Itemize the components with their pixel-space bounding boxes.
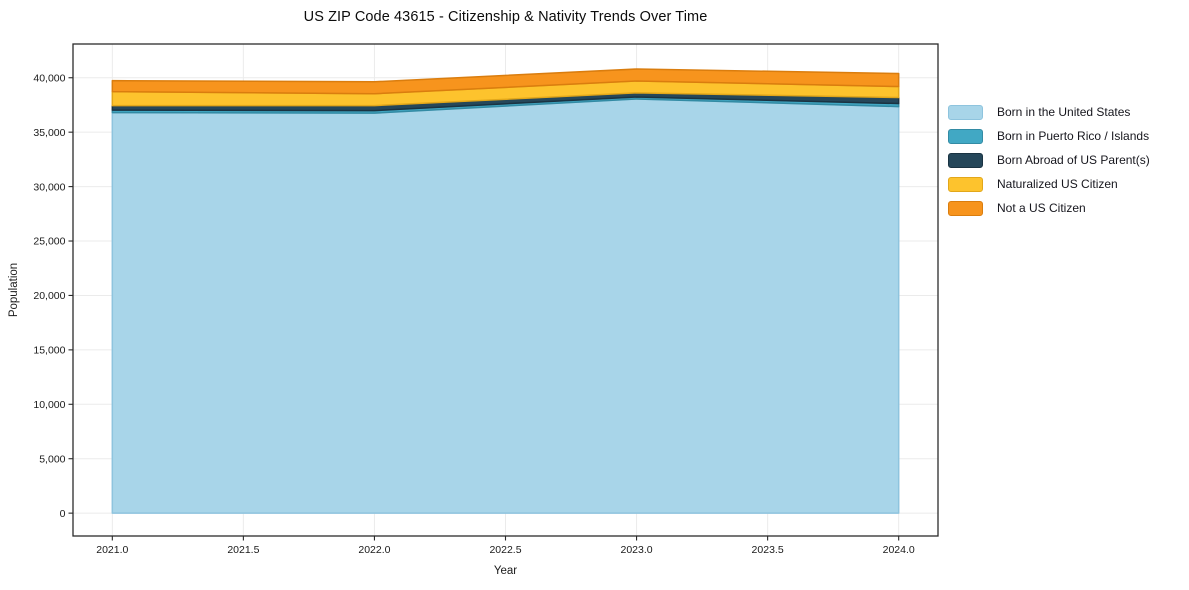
- legend-swatch: [948, 104, 983, 120]
- legend: Born in the United States Born in Puerto …: [948, 100, 1150, 220]
- legend-item: Naturalized US Citizen: [948, 172, 1150, 196]
- x-tick-label: 2024.0: [883, 544, 915, 556]
- legend-label: Not a US Citizen: [997, 201, 1086, 215]
- legend-label: Born in Puerto Rico / Islands: [997, 129, 1150, 143]
- legend-swatch: [948, 200, 983, 216]
- legend-item: Born Abroad of US Parent(s): [948, 148, 1150, 172]
- y-tick-label: 30,000: [33, 181, 65, 193]
- y-tick-label: 10,000: [33, 399, 65, 411]
- x-axis-label: Year: [493, 565, 518, 577]
- legend-swatch: [948, 152, 983, 168]
- chart-title: US ZIP Code 43615 - Citizenship & Nativi…: [303, 9, 708, 25]
- x-tick-label: 2021.5: [227, 544, 259, 556]
- y-tick-label: 5,000: [39, 453, 65, 465]
- area-series-0: [111, 98, 900, 514]
- y-axis-label: Population: [8, 262, 20, 318]
- legend-label: Born Abroad of US Parent(s): [997, 153, 1150, 167]
- x-tick-label: 2021.0: [96, 544, 128, 556]
- legend-item: Not a US Citizen: [948, 196, 1150, 220]
- y-tick-label: 15,000: [33, 345, 65, 357]
- legend-item: Born in Puerto Rico / Islands: [948, 124, 1150, 148]
- y-tick-label: 40,000: [33, 72, 65, 84]
- x-tick-label: 2023.5: [752, 544, 784, 556]
- legend-label: Born in the United States: [997, 105, 1131, 119]
- area-series-4: [111, 68, 900, 95]
- legend-item: Born in the United States: [948, 100, 1150, 124]
- legend-swatch: [948, 176, 983, 192]
- x-tick-label: 2022.0: [358, 544, 390, 556]
- y-tick-label: 25,000: [33, 236, 65, 248]
- y-tick-label: 20,000: [33, 290, 65, 302]
- legend-swatch: [948, 128, 983, 144]
- legend-label: Naturalized US Citizen: [997, 177, 1118, 191]
- x-tick-label: 2022.5: [489, 544, 521, 556]
- y-tick-label: 0: [60, 508, 66, 520]
- x-tick-label: 2023.0: [620, 544, 652, 556]
- y-tick-label: 35,000: [33, 127, 65, 139]
